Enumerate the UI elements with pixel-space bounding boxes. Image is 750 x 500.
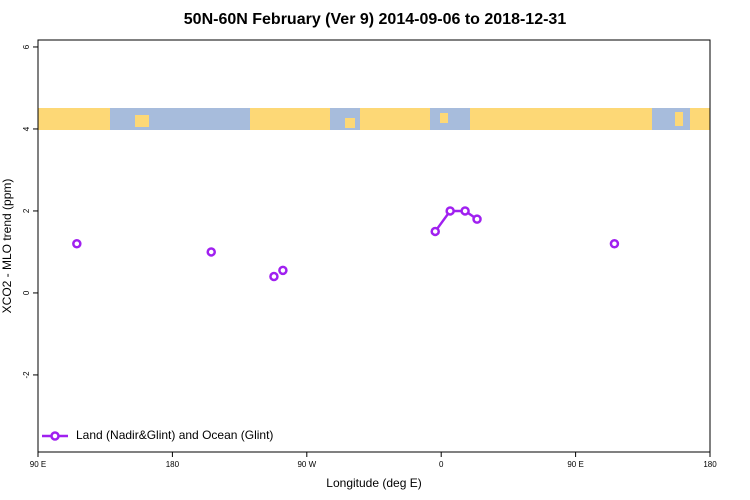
data-point: [445, 206, 455, 216]
data-point: [460, 206, 470, 216]
series-line: [435, 211, 614, 244]
x-tick-label: 0: [439, 460, 444, 469]
y-tick-label: 4: [22, 126, 31, 131]
x-tick-label: 180: [703, 460, 717, 469]
legend-label: Land (Nadir&Glint) and Ocean (Glint): [76, 428, 273, 442]
data-point: [609, 238, 620, 249]
y-tick-label: -2: [22, 371, 31, 379]
y-tick-label: 2: [22, 208, 31, 213]
plot-frame: [37, 39, 711, 453]
map-strip: [38, 108, 710, 130]
x-tick-label: 90 E: [567, 460, 583, 469]
data-point: [430, 226, 440, 237]
data-point: [278, 265, 288, 276]
data-point: [72, 238, 82, 249]
data-point: [206, 247, 216, 257]
data-point: [472, 214, 482, 224]
y-tick-label: 0: [22, 290, 31, 295]
x-axis-label: Longitude (deg E): [326, 476, 421, 490]
x-tick-label: 90 W: [297, 460, 316, 469]
data-point: [269, 271, 279, 282]
x-tick-label: 180: [166, 460, 180, 469]
x-tick-label: 90 E: [30, 460, 46, 469]
legend-marker: [50, 431, 60, 441]
chart-title: 50N-60N February (Ver 9) 2014-09-06 to 2…: [184, 11, 567, 28]
y-tick-label: 6: [22, 44, 31, 49]
y-axis-label: XCO2 - MLO trend (ppm): [0, 179, 14, 314]
